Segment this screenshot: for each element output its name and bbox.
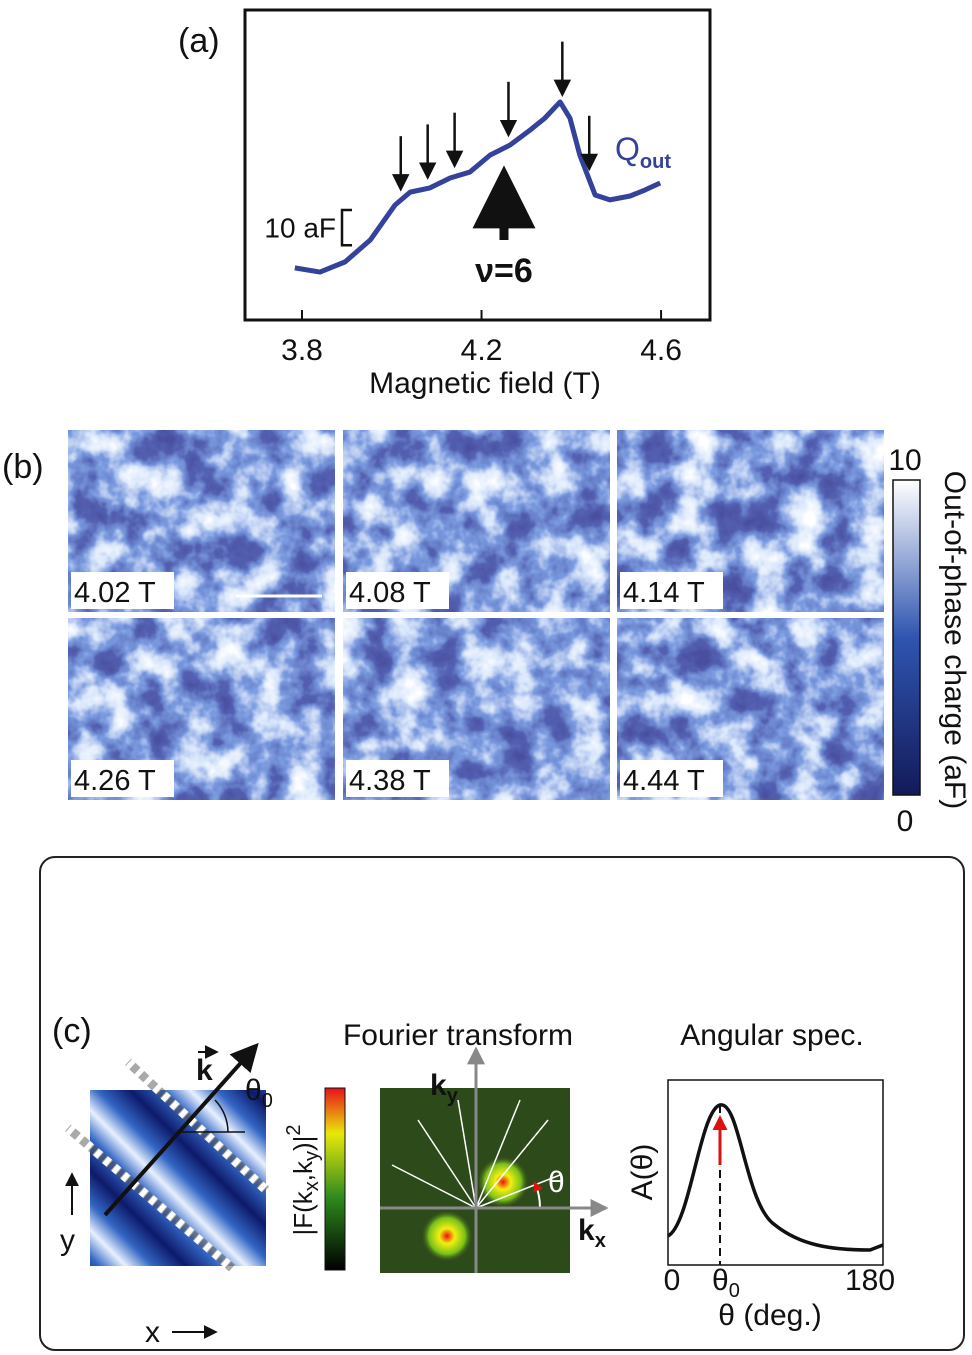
ft-peak [477, 1156, 529, 1208]
angle-arc [214, 1099, 229, 1133]
angular-lines [391, 1099, 561, 1209]
as-frame [667, 1079, 884, 1266]
colorbar [892, 479, 921, 796]
label-part: )| [288, 1136, 318, 1151]
series-label: Qout [615, 131, 671, 173]
ft-colorbar-label: |F(kx,ky)|2 [283, 1124, 323, 1235]
as-tick: 0 [664, 1264, 681, 1297]
x-tick-label: 3.8 [281, 334, 323, 367]
ft-title: Fourier transform [343, 1019, 573, 1052]
x-axis-label: Magnetic field (T) [369, 367, 601, 400]
as-xlabel: θ (deg.) [718, 1299, 821, 1332]
subscript: 0 [729, 1280, 740, 1302]
map-label-box [346, 760, 449, 797]
panel-label: (a) [178, 22, 220, 60]
ft-peak [421, 1210, 473, 1262]
panel-a: (a) Magnetic field (T) Qout 3.8 4.2 4.6 ν=6… [178, 8, 712, 400]
map-label: 4.26 T [74, 765, 156, 797]
scale-bar [340, 208, 352, 247]
k-vector [103, 1042, 259, 1217]
panel-label: (b) [2, 448, 44, 486]
k-label: k [196, 1054, 213, 1087]
line-series [294, 99, 662, 275]
panel-frame [39, 856, 965, 1351]
panel-b: (b) Out-of-phase charge (aF) 4.02 T 4.08 … [2, 430, 971, 838]
ky-label: ky [430, 1069, 459, 1107]
map-label: 4.44 T [623, 765, 705, 797]
x-tick-label: 4.6 [640, 334, 682, 367]
map-label-box [71, 572, 174, 609]
theta: θ [712, 1264, 729, 1297]
map-label: 4.14 T [623, 577, 705, 609]
as-curve [666, 1103, 884, 1252]
label-part: ,k [288, 1160, 318, 1181]
map-label: 4.38 T [349, 765, 431, 797]
colorbar-tick-label: 10 [888, 444, 921, 477]
panel-c: (c) k θ0 y x Fourier transform |F(kx,ky)… [39, 856, 965, 1351]
map-label-box [71, 760, 174, 797]
label-part: |F(k [288, 1190, 318, 1235]
theta-label: θ [548, 1166, 565, 1199]
colorbar-tick-label: 0 [897, 805, 914, 838]
label-sup: 2 [283, 1124, 305, 1135]
label-sub: y [301, 1151, 323, 1161]
map-label: 4.08 T [349, 577, 431, 609]
stripe-pattern [90, 1090, 266, 1266]
as-title: Angular spec. [680, 1019, 863, 1052]
subscript: y [447, 1085, 459, 1107]
ft-colorbar [324, 1087, 346, 1271]
map-label-box [620, 760, 723, 797]
x-tick-label: 4.2 [461, 334, 503, 367]
map-label-box [620, 572, 723, 609]
subscript: x [595, 1230, 606, 1252]
k: k [578, 1214, 595, 1247]
x-label: x [145, 1316, 160, 1349]
map-label-box [346, 572, 449, 609]
panel-label: (c) [52, 1012, 92, 1050]
as-tick: θ0 [712, 1264, 740, 1302]
wavefront [124, 1058, 270, 1194]
series-name: Q [615, 131, 640, 167]
theta0-label: θ0 [245, 1074, 273, 1112]
map-label: 4.02 T [74, 577, 156, 609]
series-subscript: out [640, 151, 671, 173]
kx-label: kx [578, 1214, 606, 1252]
wavefront [65, 1124, 235, 1272]
annotation: ν=6 [475, 252, 533, 290]
label-sub: x [301, 1181, 323, 1191]
scale-bar-label: 10 aF [264, 213, 336, 244]
y-label: y [60, 1224, 75, 1257]
theta: θ [245, 1074, 262, 1107]
subscript: 0 [262, 1090, 273, 1112]
plot-frame [243, 8, 712, 322]
as-ylabel: A(θ) [626, 1144, 659, 1201]
as-tick: 180 [845, 1264, 895, 1297]
colorbar-label: Out-of-phase charge (aF) [938, 471, 971, 809]
k: k [430, 1069, 447, 1102]
